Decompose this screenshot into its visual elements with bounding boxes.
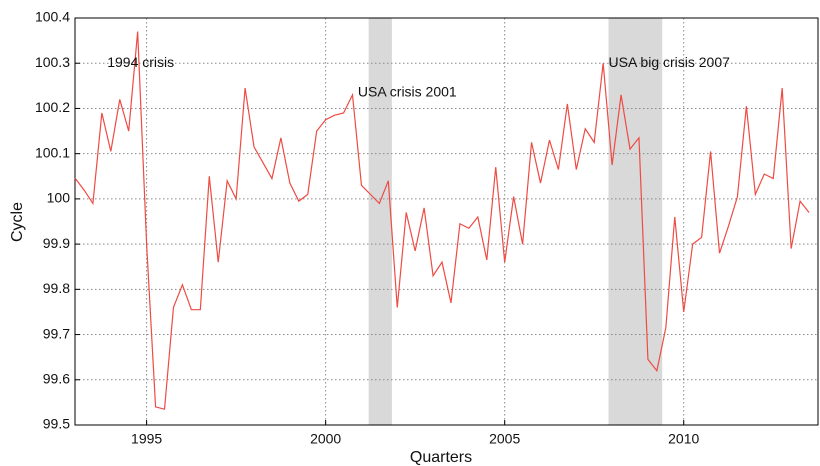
y-tick-label: 100.3 <box>35 54 70 70</box>
x-tick-label: 2010 <box>668 431 699 447</box>
shaded-region <box>368 18 392 425</box>
data-line <box>74 31 810 410</box>
y-tick-label: 99.5 <box>43 416 70 432</box>
y-tick-label: 99.8 <box>43 280 70 296</box>
plot-frame <box>74 17 819 426</box>
x-tick-label: 2005 <box>489 431 520 447</box>
y-tick-label: 100.4 <box>35 9 70 25</box>
y-tick-label: 100.2 <box>35 99 70 115</box>
y-tick-label: 100.1 <box>35 144 70 160</box>
y-tick-label: 99.7 <box>43 325 70 341</box>
y-tick-label: 100 <box>47 190 71 206</box>
x-axis-label: Quarters <box>410 449 472 466</box>
x-tick-label: 2000 <box>310 431 341 447</box>
y-axis-label: Cycle <box>9 202 26 242</box>
x-tick-label: 1995 <box>131 431 162 447</box>
shaded-region <box>608 18 663 425</box>
y-tick-label: 99.6 <box>43 370 70 386</box>
annotation: 1994 crisis <box>107 54 174 70</box>
annotation: USA big crisis 2007 <box>609 54 731 70</box>
annotation: USA crisis 2001 <box>358 83 457 99</box>
y-tick-label: 99.9 <box>43 235 70 251</box>
